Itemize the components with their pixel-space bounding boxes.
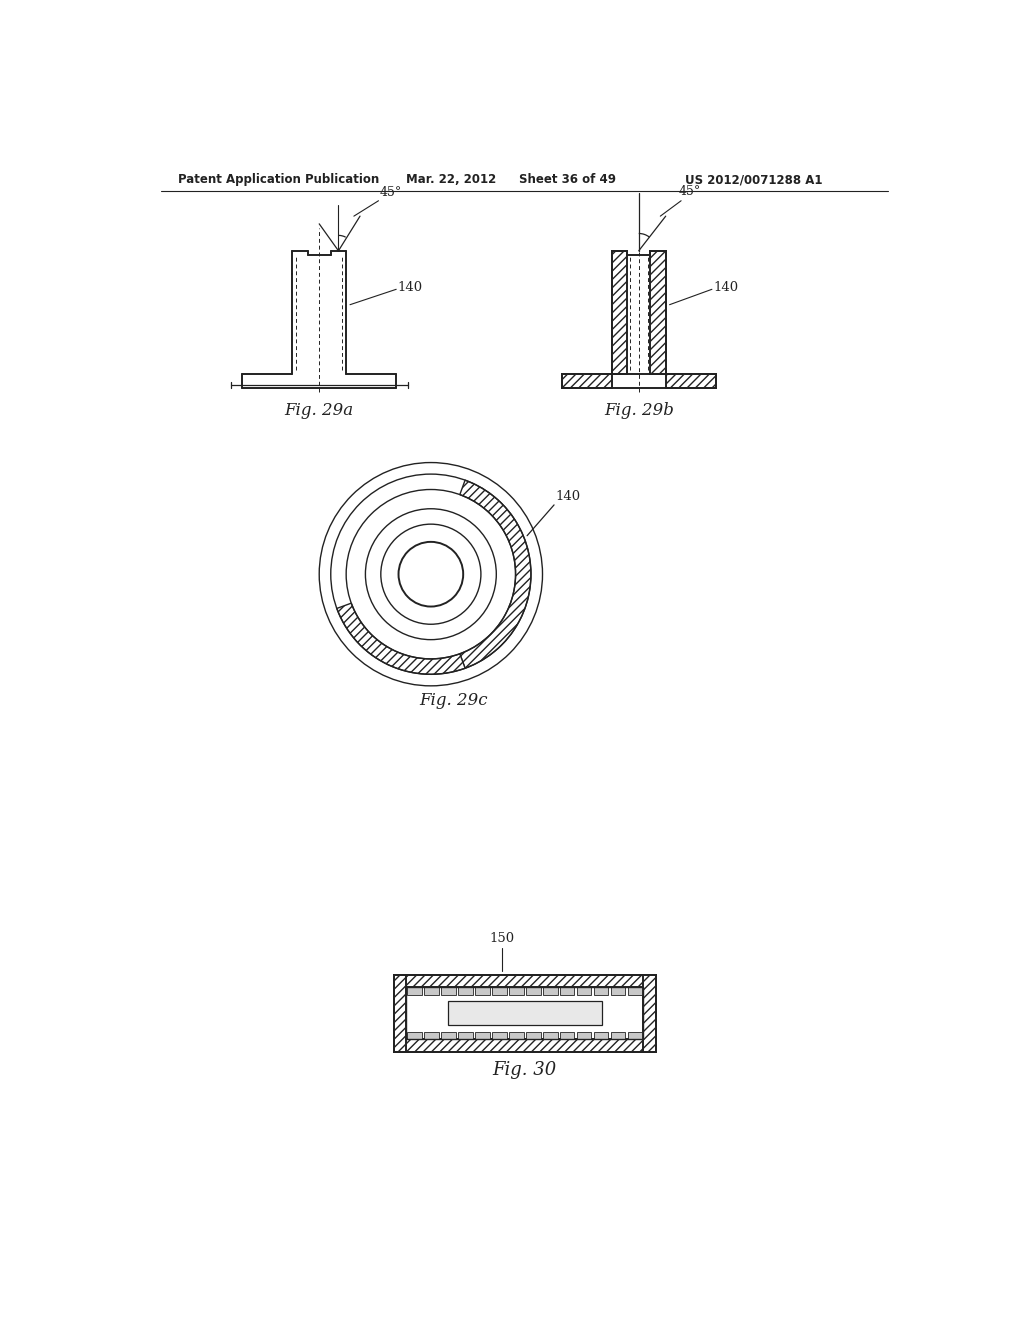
Polygon shape — [441, 1032, 456, 1039]
Text: 150: 150 — [489, 932, 514, 945]
Polygon shape — [628, 987, 642, 995]
Polygon shape — [628, 1032, 642, 1039]
Polygon shape — [650, 251, 666, 374]
Circle shape — [319, 462, 543, 686]
Polygon shape — [493, 987, 507, 995]
Polygon shape — [408, 1032, 422, 1039]
Polygon shape — [577, 1032, 592, 1039]
Text: Mar. 22, 2012: Mar. 22, 2012 — [407, 173, 497, 186]
Text: US 2012/0071288 A1: US 2012/0071288 A1 — [685, 173, 822, 186]
Text: Fig. 30: Fig. 30 — [493, 1061, 557, 1078]
Polygon shape — [610, 1032, 626, 1039]
Polygon shape — [594, 1032, 608, 1039]
Polygon shape — [611, 251, 628, 374]
Wedge shape — [337, 603, 465, 675]
Circle shape — [398, 541, 463, 607]
Polygon shape — [543, 987, 557, 995]
Polygon shape — [560, 987, 574, 995]
Wedge shape — [460, 480, 531, 668]
Polygon shape — [458, 987, 473, 995]
Polygon shape — [560, 1032, 574, 1039]
Polygon shape — [643, 974, 655, 1052]
Polygon shape — [543, 1032, 557, 1039]
Polygon shape — [526, 987, 541, 995]
Bar — [447, 1002, 602, 1024]
Text: 45°: 45° — [679, 185, 701, 198]
Circle shape — [381, 524, 481, 624]
Text: Fig. 29b: Fig. 29b — [604, 401, 674, 418]
Polygon shape — [394, 974, 655, 987]
Text: Fig. 29c: Fig. 29c — [420, 692, 488, 709]
Polygon shape — [666, 374, 716, 388]
Polygon shape — [441, 987, 456, 995]
Polygon shape — [562, 374, 611, 388]
Text: 140: 140 — [397, 281, 423, 294]
Circle shape — [366, 508, 497, 640]
Text: Patent Application Publication: Patent Application Publication — [178, 173, 380, 186]
Text: Sheet 36 of 49: Sheet 36 of 49 — [519, 173, 616, 186]
Polygon shape — [394, 974, 407, 1052]
Polygon shape — [509, 1032, 523, 1039]
Text: 140: 140 — [714, 281, 738, 294]
Text: 140: 140 — [556, 490, 581, 503]
Polygon shape — [424, 1032, 439, 1039]
Polygon shape — [577, 987, 592, 995]
Polygon shape — [610, 987, 626, 995]
Polygon shape — [475, 1032, 489, 1039]
Polygon shape — [458, 1032, 473, 1039]
Polygon shape — [526, 1032, 541, 1039]
Polygon shape — [475, 987, 489, 995]
Polygon shape — [408, 987, 422, 995]
Polygon shape — [394, 1039, 655, 1052]
Text: 45°: 45° — [379, 186, 401, 199]
Polygon shape — [509, 987, 523, 995]
Text: Fig. 29a: Fig. 29a — [285, 401, 353, 418]
Polygon shape — [493, 1032, 507, 1039]
Polygon shape — [424, 987, 439, 995]
Polygon shape — [594, 987, 608, 995]
